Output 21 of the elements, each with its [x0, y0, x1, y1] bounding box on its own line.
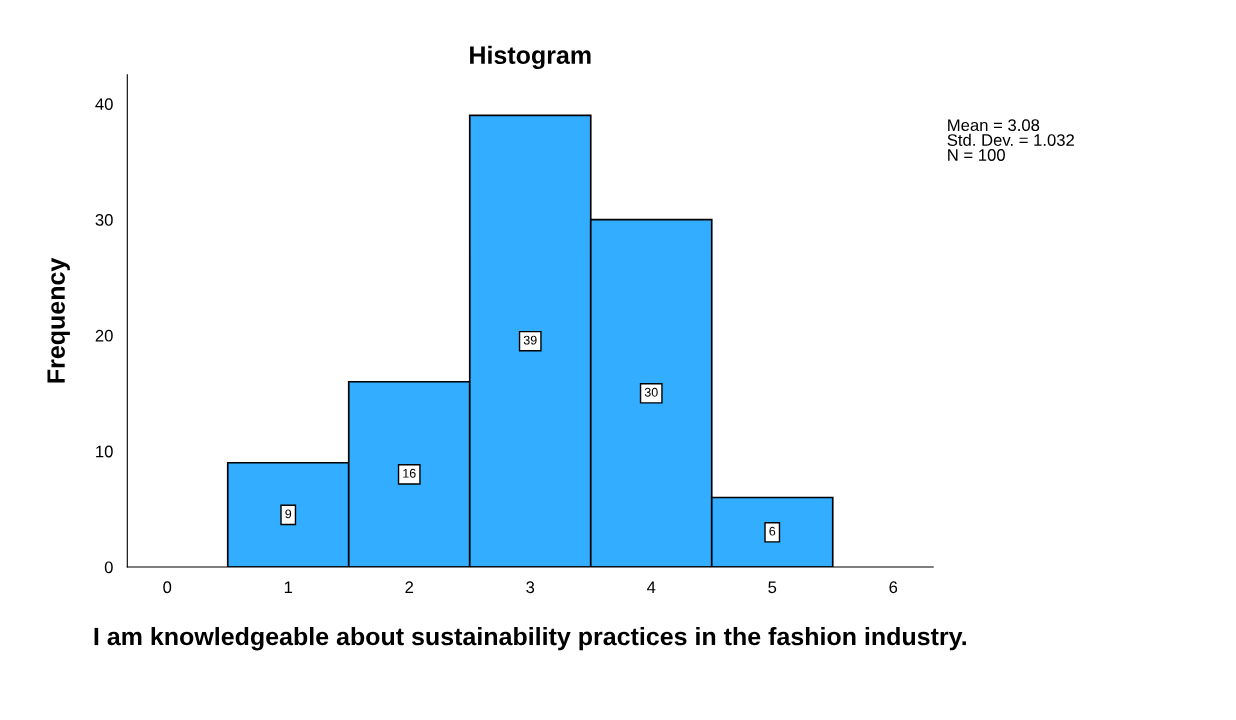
y-tick-label: 20	[95, 329, 113, 342]
x-tick-label: 3	[526, 581, 535, 594]
x-tick-label: 0	[163, 581, 172, 594]
data-label: 16	[403, 468, 416, 478]
x-tick-label: 5	[768, 581, 777, 594]
y-tick-label: 40	[95, 98, 113, 111]
chart-title: Histogram	[470, 45, 591, 70]
x-tick-label: 4	[646, 581, 656, 593]
y-tick-label: 0	[104, 561, 113, 574]
y-tick-label: 10	[96, 445, 113, 458]
data-label: 9	[285, 509, 292, 519]
data-label: 39	[523, 335, 537, 345]
data-label: 30	[644, 387, 658, 397]
x-tick-label: 1	[284, 581, 293, 593]
data-label: 6	[769, 526, 776, 536]
x-axis-title: I am knowledgeable about sustainability practices in the fashion industry.	[94, 626, 966, 651]
y-tick-label: 30	[95, 214, 113, 226]
x-tick-label: 2	[405, 581, 414, 593]
y-axis-title: Frequency	[47, 257, 70, 383]
text: Mean = 3.08 Std. Dev. = 1.032 N = 100	[947, 119, 1074, 161]
x-tick-label: 6	[889, 581, 898, 594]
